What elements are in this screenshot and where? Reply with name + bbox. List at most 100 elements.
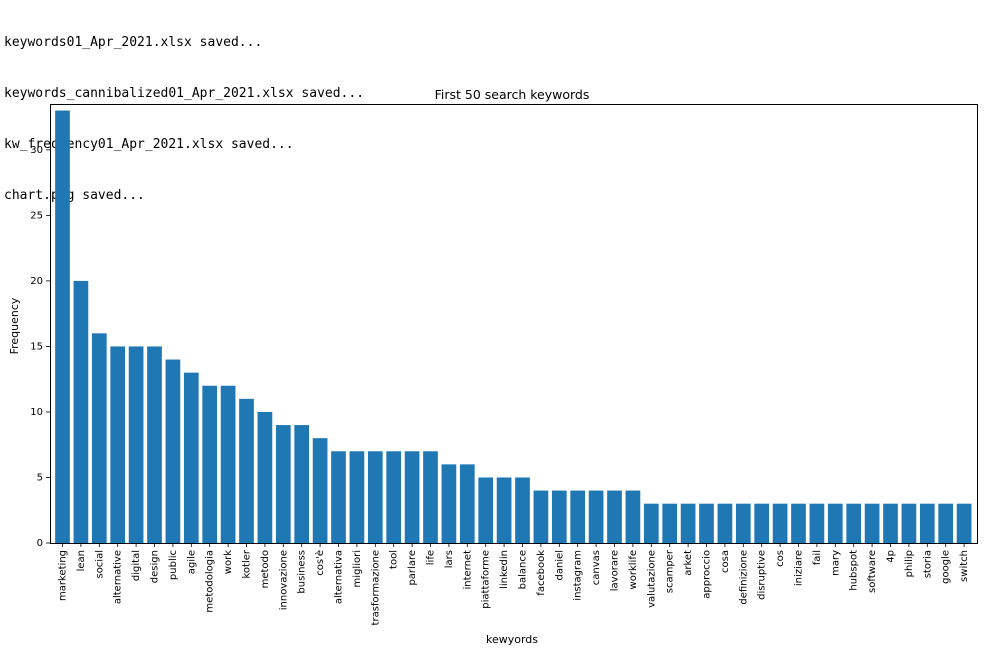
bar-kotler [239, 398, 254, 543]
x-axis-label: kewyords [486, 633, 538, 646]
x-tick-label: parlare [407, 550, 418, 586]
x-tick-label: metodo [260, 550, 271, 588]
bar-daniel [551, 490, 567, 543]
bar-trasformazione [367, 451, 383, 543]
x-tick-label: definizione [738, 550, 749, 605]
x-tick-label: mary [830, 550, 841, 576]
y-tick-label: 5 [37, 472, 43, 483]
bar-public [165, 359, 181, 543]
x-tick-label: instagram [573, 550, 584, 601]
bar-storia [919, 503, 935, 543]
x-tick-label: switch [959, 550, 970, 582]
y-tick-label: 15 [30, 341, 43, 352]
x-tick-label: arket [683, 550, 694, 576]
plot-frame [50, 104, 978, 544]
bar-metodologia [202, 385, 218, 543]
x-tick-label: worklife [628, 550, 639, 589]
x-tick-label: business [297, 550, 308, 594]
x-tick-label: lars [444, 550, 455, 568]
bar-4p [883, 503, 898, 543]
x-tick-label: software [867, 550, 878, 593]
x-tick-label: cos [775, 550, 786, 567]
x-tick-label: work [223, 550, 234, 574]
bar-cosa [717, 503, 733, 543]
bar-marketing [55, 110, 70, 544]
x-tick-label: piattaforme [481, 550, 492, 609]
x-tick-label: public [168, 550, 179, 580]
y-tick-label: 25 [30, 210, 43, 221]
bar-agile [183, 372, 199, 543]
bar-work [220, 385, 236, 543]
x-tick-label: scamper [665, 549, 676, 593]
x-tick-label: design [150, 550, 161, 583]
bar-lean [73, 280, 89, 543]
bar-iniziare [791, 503, 806, 543]
bar-software [864, 503, 880, 543]
bar-definizione [735, 503, 751, 543]
bar-metodo [257, 411, 273, 543]
bar-hubspot [846, 503, 862, 543]
bar-life [423, 451, 438, 543]
y-tick-label: 20 [30, 276, 43, 287]
y-tick-label: 30 [30, 145, 43, 156]
bar-digital [128, 346, 144, 543]
x-tick-label: lean [76, 550, 87, 571]
bar-google [938, 503, 954, 543]
bar-switch [956, 503, 972, 543]
x-tick-label: approccio [702, 550, 713, 599]
x-tick-label: trasformazione [370, 550, 381, 625]
x-tick-label: kotler [242, 549, 253, 578]
bar-lars [441, 464, 457, 543]
x-tick-label: daniel [554, 550, 565, 581]
console-line: keywords01_Apr_2021.xlsx saved... [4, 35, 263, 50]
bar-scamper [662, 503, 678, 543]
bar-philip [901, 503, 917, 543]
bar-innovazione [275, 425, 291, 543]
x-tick-label: hubspot [849, 550, 860, 591]
x-tick-label: disruptive [757, 550, 768, 600]
x-tick-label: facebook [536, 550, 547, 596]
x-tick-label: linkedin [499, 550, 510, 589]
bar-disruptive [754, 503, 770, 543]
bar-linkedin [496, 477, 512, 543]
chart-title: First 50 search keywords [435, 87, 590, 102]
bar-canvas [588, 490, 604, 543]
bar-valutazione [643, 503, 659, 543]
x-tick-label: philip [904, 550, 915, 577]
bar-cos'è [312, 438, 328, 543]
bar-balance [515, 477, 530, 543]
bar-migliori [349, 451, 365, 543]
bar-internet [459, 464, 475, 543]
x-tick-label: cosa [720, 550, 731, 573]
x-tick-label: alternative [113, 550, 124, 604]
bar-facebook [533, 490, 549, 543]
x-tick-label: balance [518, 550, 529, 589]
bar-design [147, 346, 162, 543]
x-tick-label: iniziare [794, 550, 805, 586]
bar-alternative [110, 346, 126, 543]
console-output: keywords01_Apr_2021.xlsx saved... keywor… [4, 0, 364, 221]
x-tick-label: valutazione [646, 550, 657, 608]
x-tick-label: storia [922, 550, 933, 578]
x-tick-label: agile [186, 550, 197, 574]
bar-piattaforme [478, 477, 494, 543]
bar-cos [772, 503, 788, 543]
bar-fail [809, 503, 825, 543]
bar-worklife [625, 490, 641, 543]
x-tick-label: metodologia [205, 550, 216, 613]
x-tick-label: 4p [886, 550, 897, 563]
bar-arket [680, 503, 696, 543]
bar-instagram [570, 490, 586, 543]
x-tick-label: innovazione [278, 550, 289, 610]
x-tick-label: google [941, 550, 952, 584]
bar-alternativa [331, 451, 346, 543]
x-tick-label: canvas [591, 550, 602, 585]
x-tick-label: life [426, 550, 437, 565]
y-axis-label: Frequency [8, 297, 21, 354]
y-tick-label: 10 [30, 407, 43, 418]
bar-lavorare [607, 490, 622, 543]
bar-social [91, 333, 107, 543]
x-tick-label: migliori [352, 550, 363, 587]
x-tick-label: lavorare [610, 550, 621, 591]
